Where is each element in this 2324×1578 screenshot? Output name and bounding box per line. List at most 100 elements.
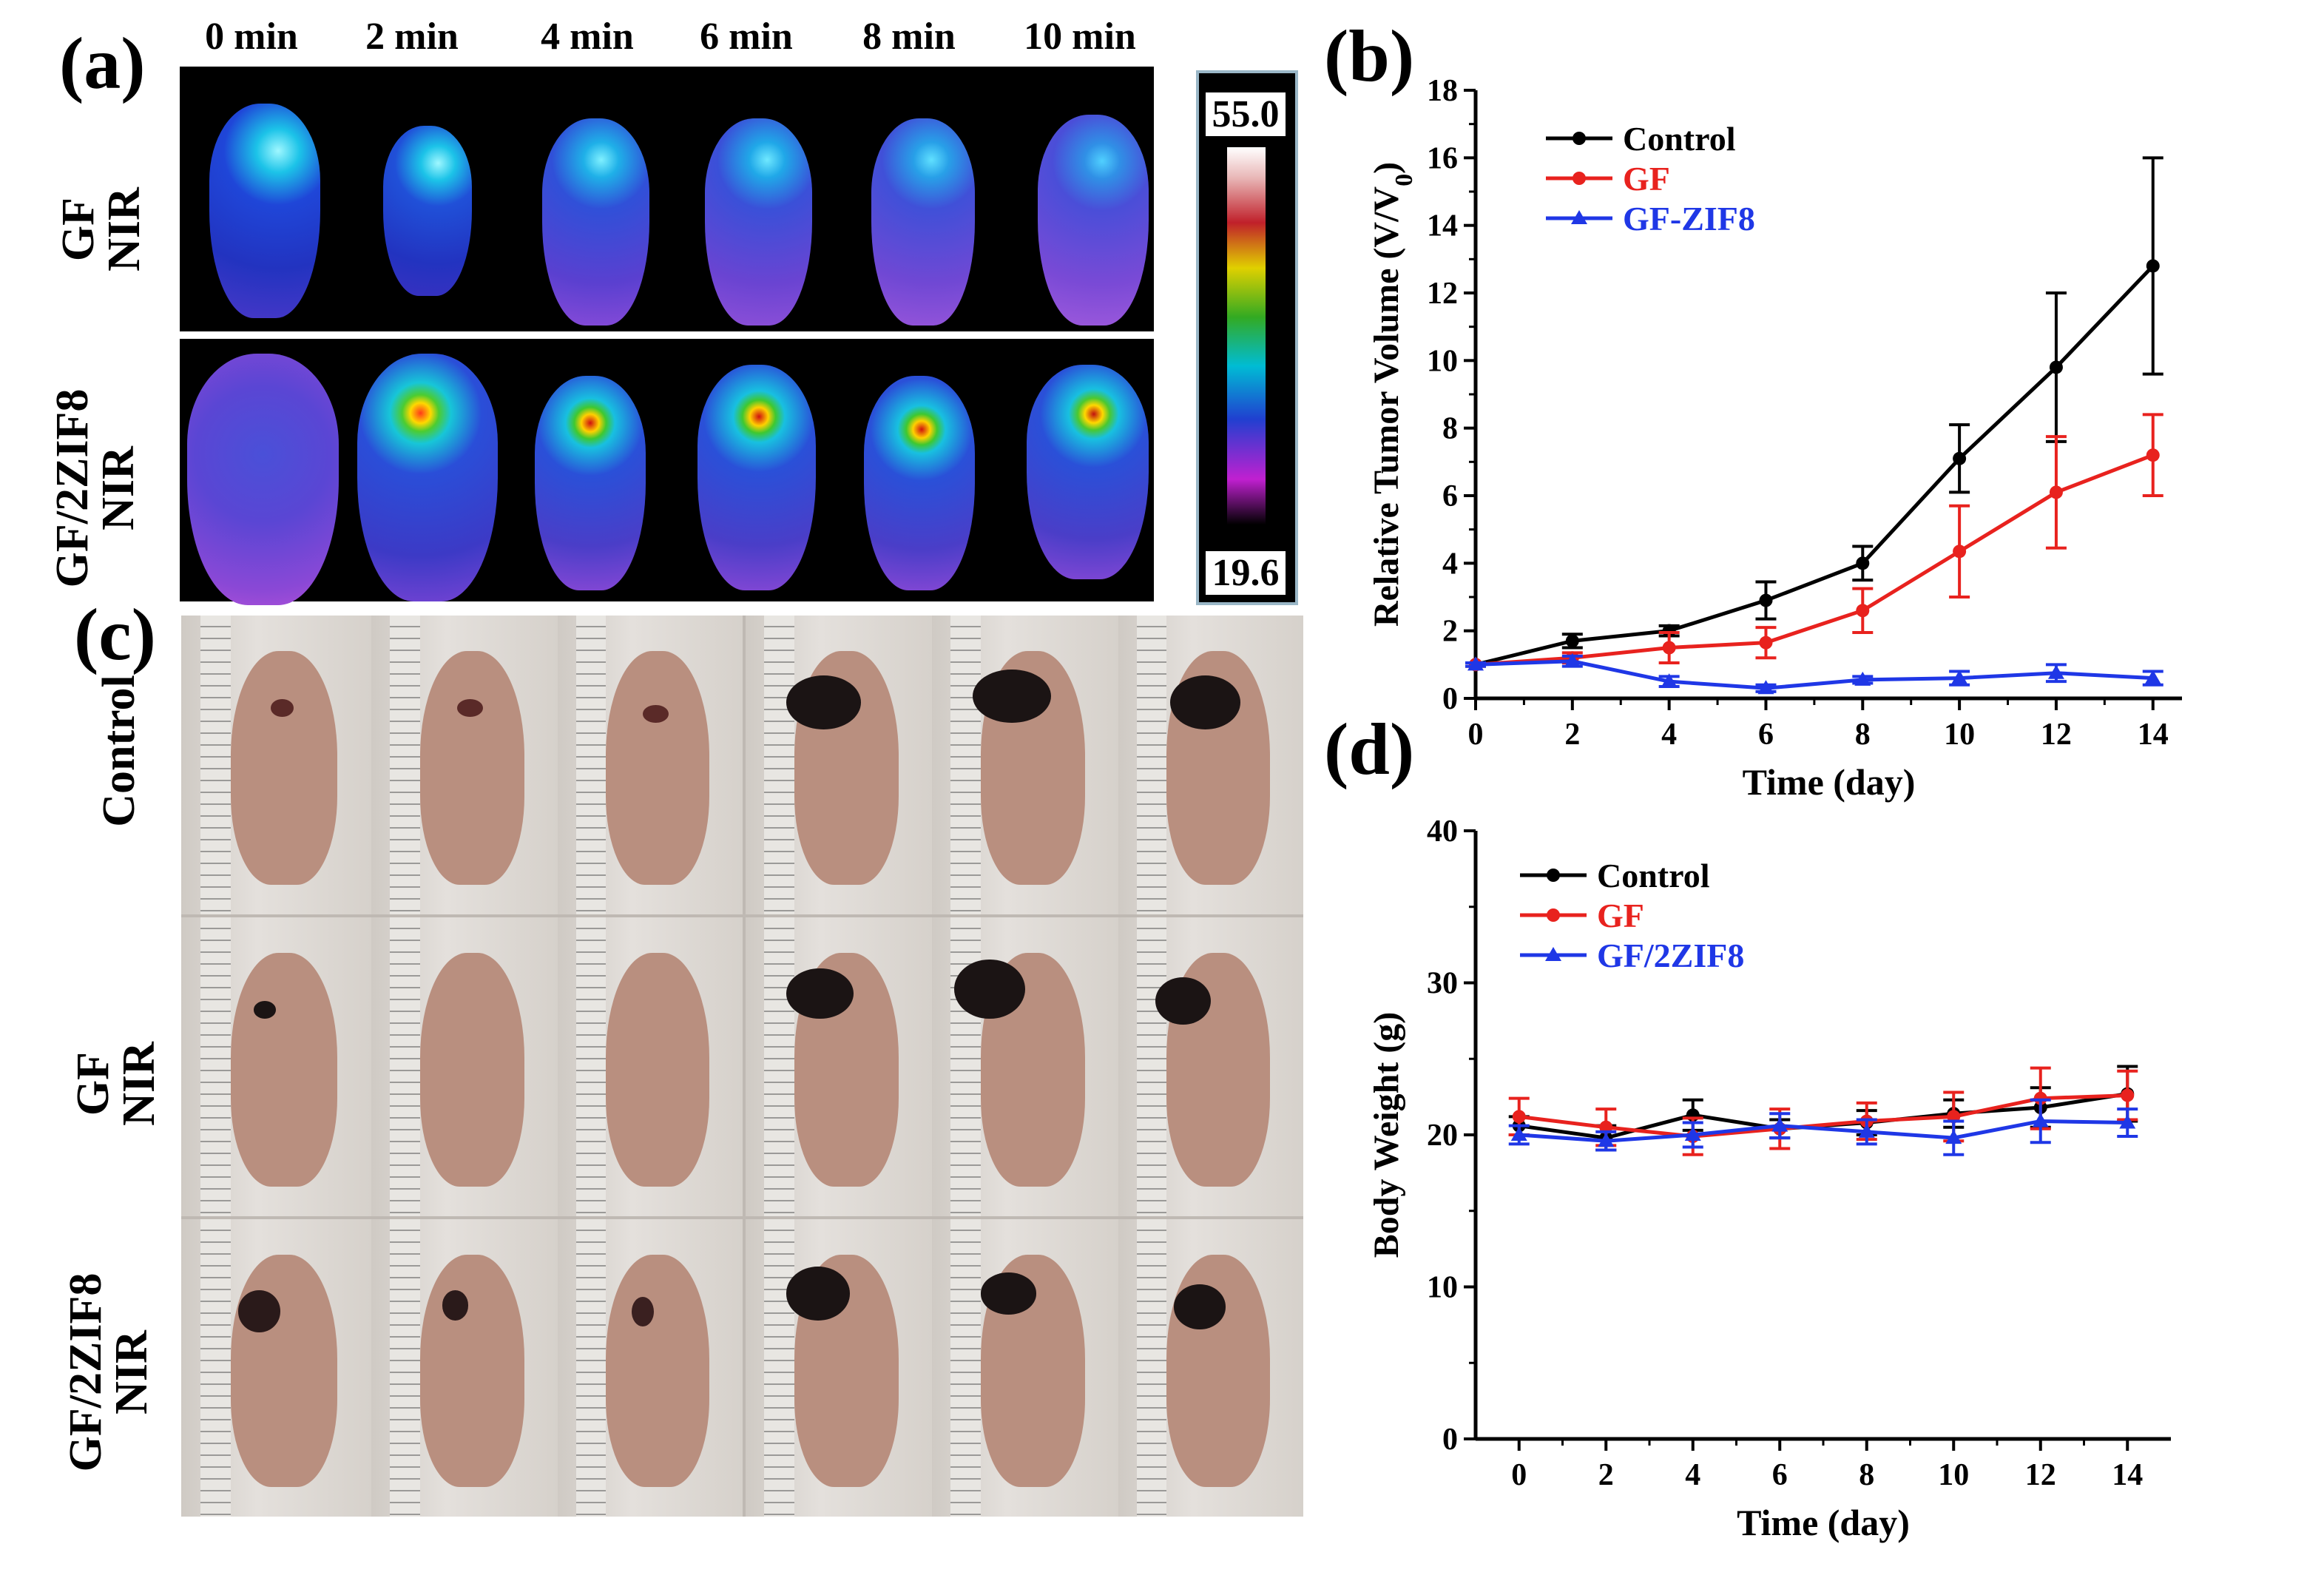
b-series-1-point-4	[1856, 604, 1870, 618]
b-xtick-label-12: 12	[2041, 718, 2072, 752]
panel-b-label: (b)	[1324, 15, 1415, 97]
body-weight-chart: 0 10 20 30 40 0 2 4 6 8 10 12 14 Time (day) Body Weigh…	[1367, 815, 2171, 1543]
d-series-1-line	[1519, 1093, 2128, 1139]
b-series-1-point-6	[2049, 485, 2063, 499]
thermal-mouse-zif-10	[1027, 365, 1149, 579]
b-series-2-point-3	[1757, 680, 1774, 695]
d-legend-label-0: Control	[1597, 857, 1710, 894]
photo-gf-6	[1118, 917, 1303, 1216]
b-xtick-label-4: 4	[1661, 718, 1677, 752]
d-series-2-point-4	[1858, 1123, 1875, 1138]
b-y-axis-label: Relative Tumor Volume (V/V0)	[1367, 162, 1418, 627]
b-series-1-point-2	[1662, 641, 1676, 655]
b-series-1-point-5	[1953, 544, 1967, 559]
d-legend-label-1: GF	[1597, 897, 1644, 934]
b-xtick-label-2: 2	[1564, 718, 1580, 752]
b-series-2-point-2	[1661, 673, 1678, 688]
temperature-colorbar	[1196, 70, 1298, 605]
b-xtick-label-14: 14	[2138, 718, 2169, 752]
d-xtick-label-2: 2	[1598, 1458, 1614, 1492]
b-ytick-label-4: 4	[1442, 547, 1458, 581]
b-legend-label-0: Control	[1623, 120, 1736, 158]
photo-control-4	[746, 616, 932, 914]
panel-a-label: (a)	[59, 22, 146, 104]
b-ytick-label-2: 2	[1442, 615, 1458, 649]
photo-row-label-control: Control	[94, 640, 155, 862]
b-series-2-point-5	[1951, 670, 1968, 684]
thermal-row-label-gf2zif8: GF/2ZIF8 NIR	[47, 348, 161, 629]
thermal-mouse-zif-6	[697, 365, 816, 590]
photo-row-label-gf2zif8: GF/2ZIF8 NIR	[61, 1232, 174, 1513]
b-series-0-point-2	[1662, 624, 1676, 638]
d-ytick-label-30: 30	[1427, 967, 1458, 1001]
b-series-2-point-7	[2144, 670, 2161, 684]
photo-zif-6	[1118, 1219, 1303, 1517]
b-series-1-line	[1475, 453, 2154, 667]
time-header-8: 8 min	[862, 16, 956, 58]
b-ytick-label-8: 8	[1442, 412, 1458, 446]
thermal-mouse-zif-4	[535, 376, 646, 590]
b-series-0-point-5	[1953, 451, 1967, 465]
photo-zif-4	[746, 1219, 932, 1517]
d-xtick-label-6: 6	[1772, 1458, 1788, 1492]
photo-control-6	[1118, 616, 1303, 914]
d-series-2-point-7	[2119, 1114, 2136, 1129]
d-ytick-label-10: 10	[1427, 1271, 1458, 1305]
d-y-axis-label: Body Weight (g)	[1367, 1012, 1406, 1258]
photo-row-label-control-line1: Control	[94, 675, 144, 827]
b-series-0-point-4	[1856, 556, 1870, 570]
photo-row-label-gf-line2: NIR	[114, 1042, 164, 1126]
d-legend-marker-0	[1547, 869, 1560, 882]
d-series-1-point-0	[1512, 1110, 1526, 1124]
tumor-volume-chart: 0 2 4 6 8 10 12 14 16 18 0 2 4 6 8 10 12 14 Time (day) Rela…	[1367, 74, 2182, 803]
photo-zif-5	[932, 1219, 1118, 1517]
thermal-row-label-gf-line1: GF	[53, 197, 104, 262]
b-series-0-point-6	[2049, 360, 2063, 374]
photo-gf-1	[181, 917, 371, 1216]
photo-zif-2	[371, 1219, 558, 1517]
mouse-photo-grid	[181, 616, 1303, 1517]
time-header-6: 6 min	[700, 16, 793, 58]
colorbar-max-label: 55.0	[1206, 92, 1286, 136]
thermal-mouse-gf-6	[705, 118, 812, 326]
d-xtick-label-0: 0	[1511, 1458, 1527, 1492]
panel-c-label: (c)	[74, 593, 156, 675]
d-series-2-point-3	[1771, 1117, 1788, 1132]
b-xtick-label-8: 8	[1855, 718, 1871, 752]
thermal-row-label-gf2zif8-line1: GF/2ZIF8	[47, 388, 98, 588]
b-xtick-label-10: 10	[1944, 718, 1975, 752]
b-series-0-point-3	[1759, 593, 1773, 607]
thermal-mouse-gf-4	[542, 118, 649, 326]
b-ytick-label-18: 18	[1427, 74, 1458, 108]
d-ytick-label-40: 40	[1427, 815, 1458, 849]
b-xtick-label-0: 0	[1468, 718, 1484, 752]
b-ytick-label-0: 0	[1442, 682, 1458, 716]
thermal-mouse-gf-8	[871, 118, 975, 326]
d-series-2-line	[1519, 1119, 2128, 1143]
panel-d-label: (d)	[1324, 708, 1415, 790]
d-ytick-label-20: 20	[1427, 1119, 1458, 1153]
thermal-image-row-gf2zif8	[180, 339, 1154, 605]
d-legend-label-2: GF/2ZIF8	[1597, 937, 1744, 974]
photo-gf-4	[746, 917, 932, 1216]
b-xtick-label-6: 6	[1758, 718, 1774, 752]
b-legend-marker-1	[1573, 172, 1586, 185]
d-series-2-point-5	[1945, 1130, 1962, 1144]
photo-zif-1	[181, 1219, 371, 1517]
b-series-0-point-7	[2146, 259, 2160, 273]
d-xtick-label-14: 14	[2112, 1458, 2143, 1492]
b-series-2-point-6	[2047, 664, 2064, 679]
thermal-row-label-gf2zif8-line2: NIR	[93, 446, 143, 530]
d-series-2-point-1	[1598, 1133, 1615, 1147]
b-series-2-point-4	[1854, 671, 1871, 686]
d-series-2-point-2	[1684, 1127, 1701, 1141]
colorbar-min-label: 19.6	[1206, 551, 1286, 595]
b-ytick-label-12: 12	[1427, 277, 1458, 311]
d-ytick-label-0: 0	[1442, 1423, 1458, 1457]
time-header-0: 0 min	[205, 16, 298, 58]
photo-control-3	[558, 616, 743, 914]
b-series-2-point-0	[1467, 656, 1484, 671]
photo-row-label-gf: GF NIR	[68, 1002, 181, 1165]
photo-gf-3	[558, 917, 743, 1216]
b-legend-marker-2	[1571, 210, 1587, 224]
